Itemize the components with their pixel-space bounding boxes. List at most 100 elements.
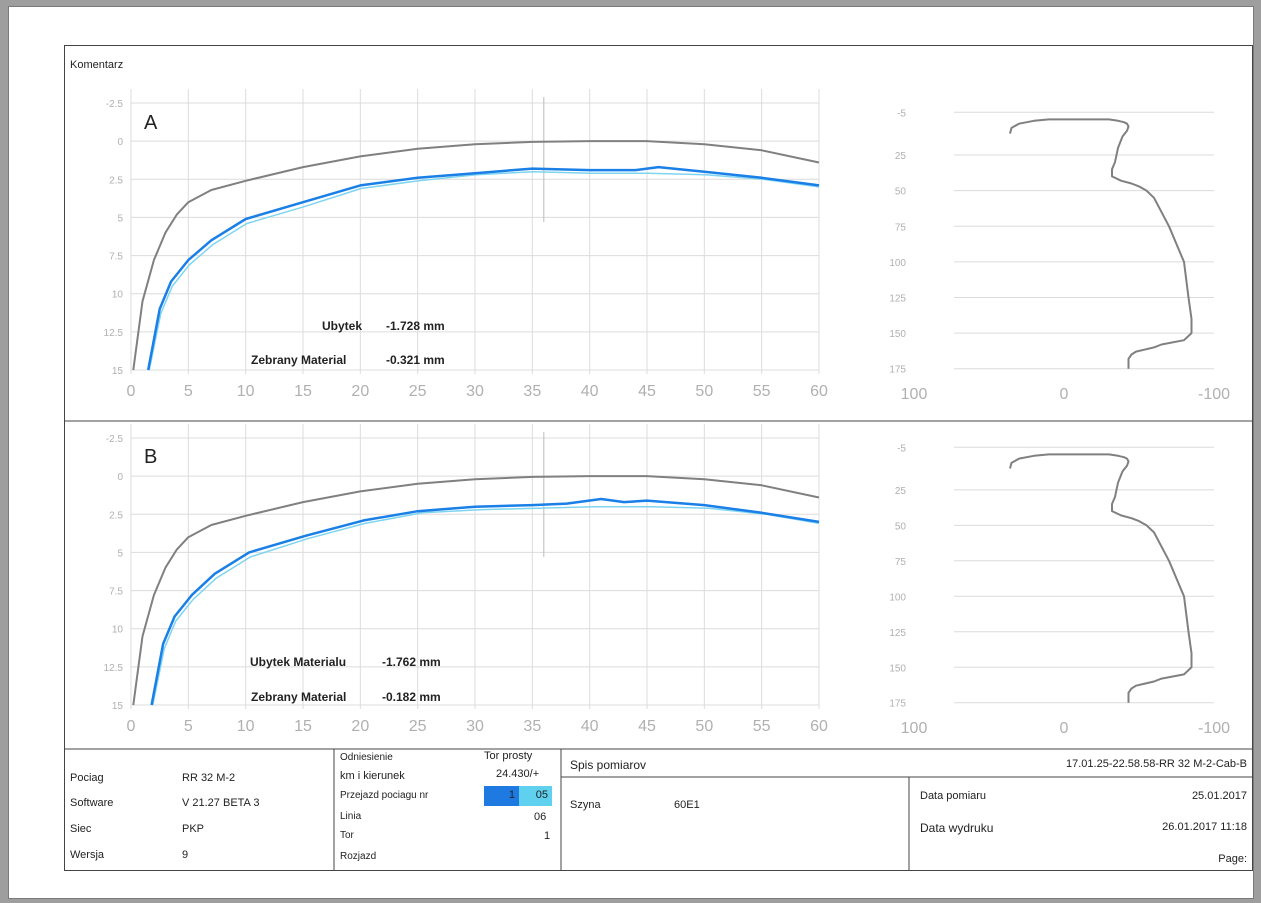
linia-label: Linia xyxy=(340,811,362,822)
panel-b-zebrany-value: -0.182 mm xyxy=(382,690,441,704)
xtick-0-1: 5 xyxy=(184,383,193,400)
xtick-1-3: 15 xyxy=(294,718,312,735)
ytick-2-4: 100 xyxy=(889,258,906,269)
przejazd-b-value: 05 xyxy=(535,789,548,801)
siec-value: PKP xyxy=(182,823,205,835)
xtick-1-11: 55 xyxy=(753,718,771,735)
series-0-2 xyxy=(148,170,820,371)
km-label: km i kierunek xyxy=(340,770,405,782)
xtick-1-1: 5 xyxy=(184,718,193,735)
odniesienie-value: Tor prosty xyxy=(484,750,533,762)
ytick-2-1: 25 xyxy=(895,151,907,162)
ytick-3-0: -5 xyxy=(897,443,906,454)
xtick-1-6: 30 xyxy=(466,718,484,735)
xtick-0-5: 25 xyxy=(409,383,427,400)
xtick-1-5: 25 xyxy=(409,718,427,735)
ytick-3-4: 100 xyxy=(889,592,906,603)
series-0-1 xyxy=(146,165,820,371)
series-2-0 xyxy=(1009,118,1193,369)
outer-border xyxy=(64,45,1253,871)
software-label: Software xyxy=(70,797,114,809)
page-label: Page: xyxy=(1218,853,1247,865)
xtick-0-6: 30 xyxy=(466,383,484,400)
xtick-3-0: 100 xyxy=(901,720,928,737)
linia-value: 06 xyxy=(534,811,547,823)
xtick-3-2: -100 xyxy=(1198,720,1230,737)
ytick-3-3: 75 xyxy=(895,557,907,568)
xtick-1-7: 35 xyxy=(523,718,541,735)
ytick-0-1: 0 xyxy=(117,137,123,148)
pociag-label: Pociag xyxy=(70,772,104,784)
data-wydruku-label: Data wydruku xyxy=(920,821,994,835)
series-3-0 xyxy=(1009,453,1193,703)
ytick-0-7: 15 xyxy=(112,366,124,377)
ytick-3-1: 25 xyxy=(895,486,907,497)
xtick-0-10: 50 xyxy=(695,383,713,400)
spis-label: Spis pomiarov xyxy=(570,758,647,772)
ytick-0-0: -2.5 xyxy=(106,99,124,110)
file-id: 17.01.25-22.58.58-RR 32 M-2-Cab-B xyxy=(1066,758,1247,770)
rozjazd-label: Rozjazd xyxy=(340,851,377,862)
xtick-0-3: 15 xyxy=(294,383,312,400)
ytick-0-4: 7.5 xyxy=(109,252,123,263)
siec-label: Siec xyxy=(70,823,92,835)
xtick-1-10: 50 xyxy=(695,718,713,735)
data-wydruku-value: 26.01.2017 11:18 xyxy=(1162,821,1247,833)
ytick-1-2: 2.5 xyxy=(109,510,123,521)
ytick-1-3: 5 xyxy=(117,548,123,559)
panel-letter-b: B xyxy=(144,446,157,468)
przejazd-label: Przejazd pociagu nr xyxy=(340,790,429,801)
xtick-1-0: 0 xyxy=(127,718,136,735)
panel-b-ubytek-label: Ubytek Materialu xyxy=(250,655,347,669)
xtick-0-7: 35 xyxy=(523,383,541,400)
przejazd-a-box: 1 xyxy=(484,786,519,806)
xtick-0-4: 20 xyxy=(351,383,369,400)
ytick-3-5: 125 xyxy=(889,628,906,639)
km-value: 24.430/+ xyxy=(496,768,540,780)
series-1-0 xyxy=(132,475,820,706)
ytick-1-5: 10 xyxy=(112,625,124,636)
wersja-label: Wersja xyxy=(70,849,105,861)
xtick-2-2: -100 xyxy=(1198,386,1230,403)
tor-label: Tor xyxy=(340,830,354,841)
ytick-0-5: 10 xyxy=(112,290,124,301)
ytick-3-2: 50 xyxy=(895,521,907,532)
report-frame: -2.5 0 2.5 5 7.5 10 12.5 15 0 5 10 15 20 25 30 35 40 45 50… xyxy=(64,45,1253,871)
series-0-0 xyxy=(132,140,820,371)
szyna-value: 60E1 xyxy=(674,799,700,811)
ytick-1-1: 0 xyxy=(117,472,123,483)
xtick-0-12: 60 xyxy=(810,383,828,400)
ytick-0-2: 2.5 xyxy=(109,175,123,186)
xtick-1-9: 45 xyxy=(638,718,656,735)
data-pomiaru-label: Data pomiaru xyxy=(920,790,987,802)
ytick-3-7: 175 xyxy=(889,699,906,710)
panel-letter-a: A xyxy=(144,112,158,134)
ytick-1-0: -2.5 xyxy=(106,434,124,445)
panel-a-ubytek-value: -1.728 mm xyxy=(386,319,445,333)
przejazd-a-value: 1 xyxy=(508,789,515,801)
xtick-0-11: 55 xyxy=(753,383,771,400)
ytick-1-6: 12.5 xyxy=(104,663,124,674)
xtick-1-2: 10 xyxy=(237,718,255,735)
panel-a-zebrany-label: Zebrany Material xyxy=(251,353,347,367)
odniesienie-label: Odniesienie xyxy=(340,752,393,763)
xtick-2-0: 100 xyxy=(901,386,928,403)
panel-a-ubytek-label: Ubytek xyxy=(322,319,363,333)
ytick-2-7: 175 xyxy=(889,365,906,376)
tor-value: 1 xyxy=(544,830,551,842)
series-1-2 xyxy=(152,505,820,706)
przejazd-b-box: 05 xyxy=(519,786,552,806)
series-1-1 xyxy=(150,497,820,706)
pociag-value: RR 32 M-2 xyxy=(182,772,236,784)
ytick-0-6: 12.5 xyxy=(104,328,124,339)
xtick-1-12: 60 xyxy=(810,718,828,735)
report-sheet: -2.5 0 2.5 5 7.5 10 12.5 15 0 5 10 15 20 25 30 35 40 45 50… xyxy=(8,6,1254,899)
ytick-2-0: -5 xyxy=(897,108,906,119)
xtick-3-1: 0 xyxy=(1060,720,1069,737)
ytick-0-3: 5 xyxy=(117,213,123,224)
xtick-0-9: 45 xyxy=(638,383,656,400)
software-value: V 21.27 BETA 3 xyxy=(182,797,260,809)
ytick-2-3: 75 xyxy=(895,222,907,233)
comment-label: Komentarz xyxy=(70,59,124,71)
